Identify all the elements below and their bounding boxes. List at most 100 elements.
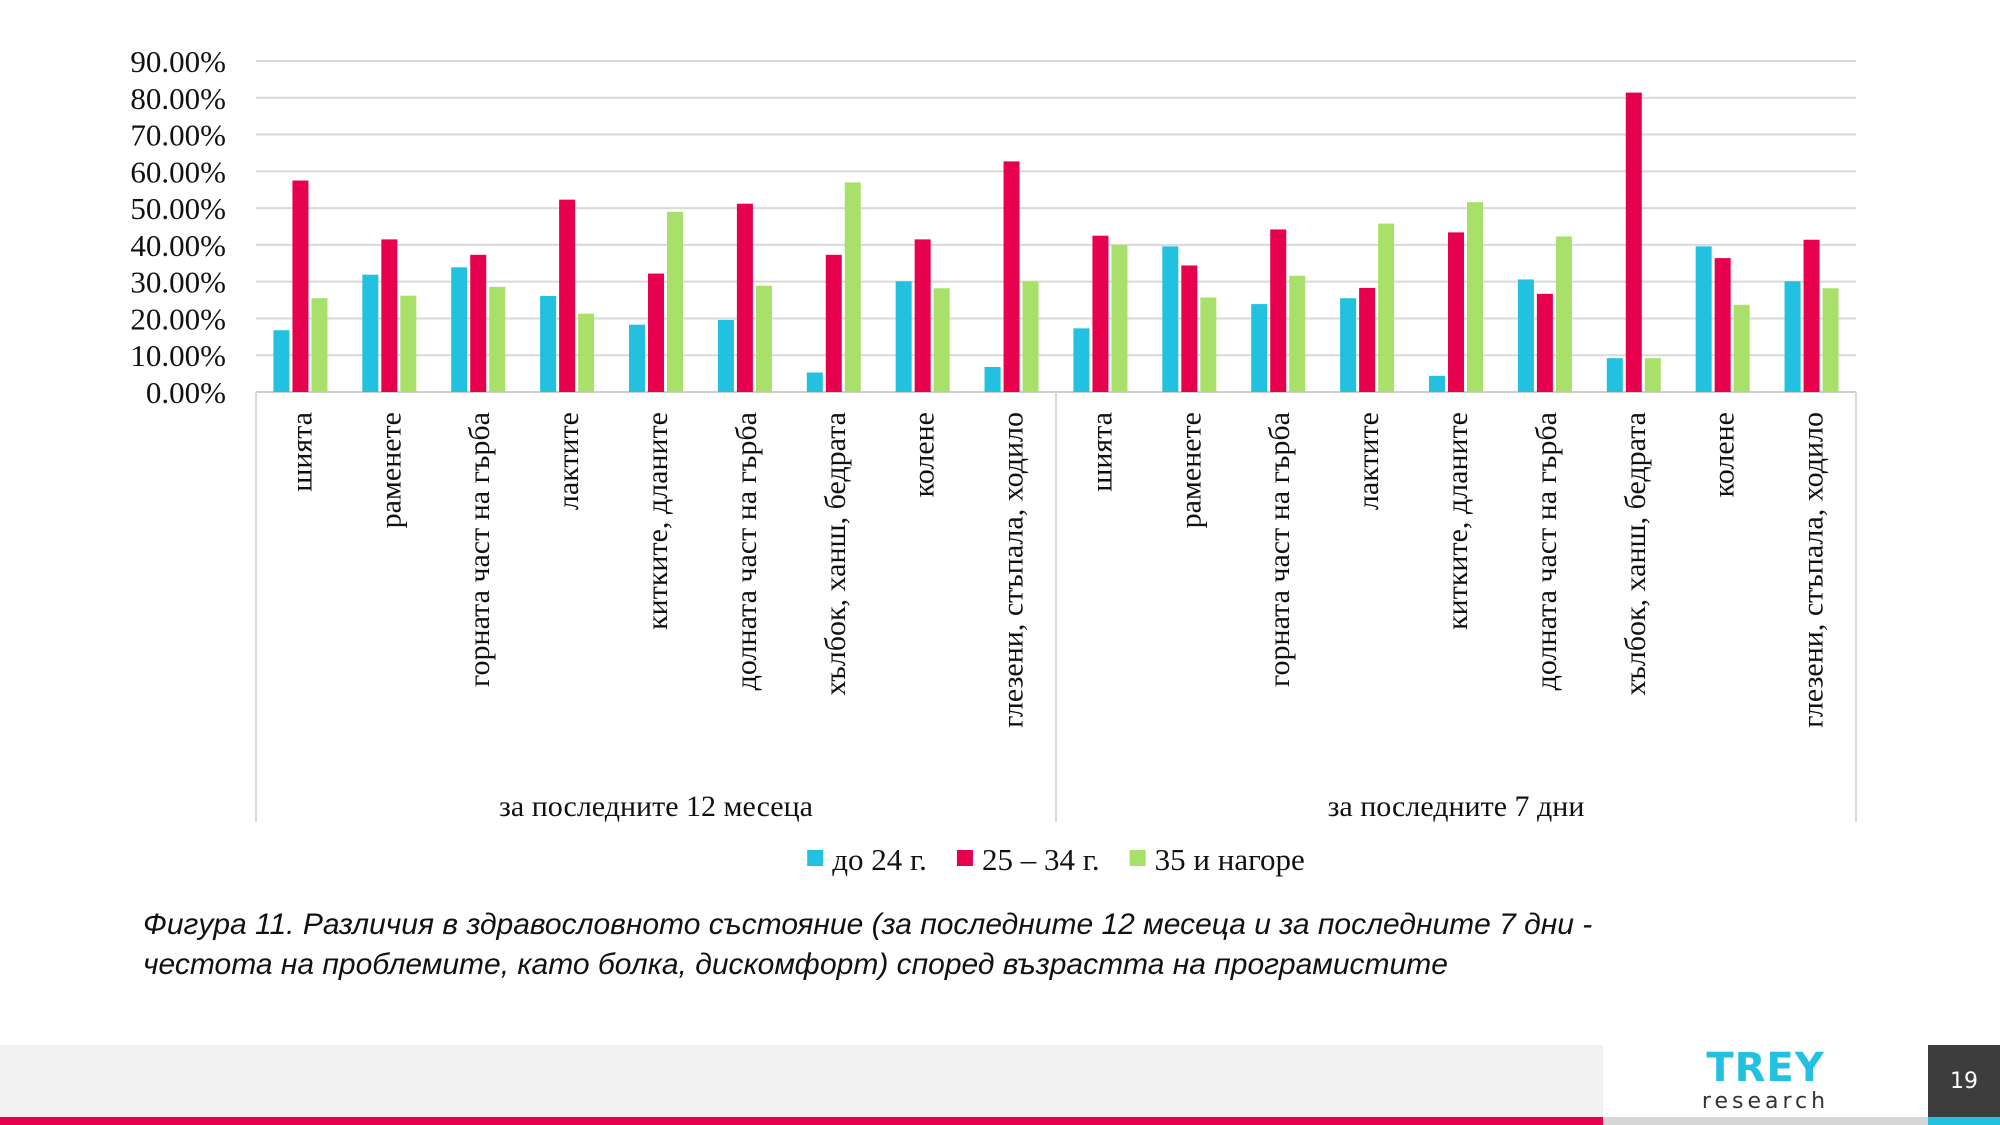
bar — [1111, 244, 1128, 392]
bar — [1251, 304, 1268, 392]
bar — [1714, 258, 1731, 392]
bar — [559, 199, 576, 392]
bar — [311, 298, 328, 392]
logo-text-research: research — [1701, 1089, 1830, 1114]
bar — [1092, 235, 1109, 392]
bar — [400, 295, 417, 392]
x-tick-label: горната част на гърба — [463, 412, 496, 687]
legend: до 24 г. 25 – 34 г. 35 и нагоре — [807, 842, 1305, 877]
bar — [1644, 358, 1661, 392]
bar — [578, 313, 595, 392]
bar — [1378, 223, 1395, 392]
y-tick-label: 0.00% — [146, 375, 226, 410]
bar — [1340, 298, 1357, 392]
x-tick-label: раменете — [1174, 412, 1207, 528]
x-tick-label: долната част на гърба — [730, 412, 763, 690]
bar — [1822, 288, 1839, 392]
x-tick-label: колене — [1708, 412, 1741, 497]
figure-caption: Фигура 11. Различия в здравословното със… — [143, 905, 1893, 985]
bar — [895, 281, 912, 392]
bar — [1695, 246, 1712, 392]
bars — [273, 92, 1839, 392]
bar — [362, 274, 379, 392]
x-tick-label: китките, дланите — [641, 412, 674, 630]
logo-underline — [1603, 1117, 1928, 1125]
bar — [806, 372, 823, 392]
bar — [844, 182, 861, 392]
y-tick-label: 80.00% — [130, 81, 226, 116]
bar — [1467, 202, 1483, 392]
page-number: 19 — [1928, 1045, 2000, 1117]
bar — [1022, 281, 1039, 392]
bar — [1784, 281, 1801, 392]
y-tick-label: 70.00% — [130, 118, 226, 153]
legend-swatch — [807, 850, 824, 866]
bar — [273, 330, 290, 392]
bar — [1162, 246, 1179, 392]
x-tick-label: лактите — [552, 412, 585, 510]
gridlines — [255, 60, 1857, 822]
footer-accent-bar — [0, 1117, 1603, 1125]
bar — [736, 203, 753, 392]
bar — [1200, 297, 1217, 392]
bar — [648, 273, 664, 392]
legend-swatch — [1129, 850, 1146, 866]
y-tick-label: 10.00% — [130, 338, 226, 373]
bar — [451, 267, 468, 392]
bar — [1625, 92, 1642, 392]
legend-label: 35 и нагоре — [1155, 842, 1305, 877]
bar — [1289, 275, 1306, 392]
bar — [1606, 358, 1623, 392]
legend-swatch — [956, 850, 973, 866]
bar — [540, 296, 557, 392]
y-tick-label: 30.00% — [130, 265, 226, 300]
bar — [381, 239, 398, 392]
bar — [1517, 279, 1534, 392]
bar — [914, 239, 931, 392]
bar — [1429, 375, 1445, 392]
x-tick-label: глезени, стъпала, ходило — [997, 412, 1030, 728]
legend-label: до 24 г. — [832, 842, 927, 877]
y-tick-label: 20.00% — [130, 301, 226, 336]
logo-text-trey: TREY — [1706, 1045, 1825, 1091]
bar — [629, 324, 645, 392]
bar — [489, 286, 506, 392]
page-number-accent — [1928, 1117, 2000, 1125]
bar — [1003, 161, 1020, 392]
bar — [933, 288, 950, 392]
bar — [1359, 287, 1376, 392]
bar — [825, 254, 842, 392]
x-tick-label: китките, дланите — [1441, 412, 1474, 630]
x-tick-label: шията — [1085, 412, 1118, 492]
y-tick-label: 40.00% — [130, 228, 226, 263]
caption-line-1: Фигура 11. Различия в здравословното със… — [143, 908, 1593, 941]
bar — [667, 211, 683, 392]
x-tick-label: горната част на гърба — [1263, 412, 1296, 687]
x-tick-label: хълбок, ханш, бедрата — [819, 412, 852, 696]
footer-band — [0, 1045, 1603, 1117]
trey-research-logo: TREY research — [1603, 1045, 1928, 1117]
x-tick-label: глезени, стъпала, ходило — [1797, 412, 1830, 728]
bar — [1448, 232, 1464, 392]
group-label: за последните 7 дни — [1328, 790, 1585, 823]
caption-line-2: честота на проблемите, като болка, диско… — [143, 948, 1448, 981]
bar — [717, 319, 734, 392]
x-tick-label: шията — [285, 412, 318, 492]
bar — [470, 254, 487, 392]
bar — [1073, 328, 1090, 392]
bar — [984, 366, 1001, 392]
y-tick-label: 50.00% — [130, 191, 226, 226]
legend-label: 25 – 34 г. — [982, 842, 1100, 877]
bar — [755, 285, 772, 392]
x-tick-label: лактите — [1352, 412, 1385, 510]
bar — [1536, 293, 1553, 392]
bar — [292, 180, 309, 392]
x-tick-label: долната част на гърба — [1530, 412, 1563, 690]
bar — [1555, 236, 1572, 392]
bar — [1803, 239, 1820, 392]
y-axis-ticks: 0.00%10.00%20.00%30.00%40.00%50.00%60.00… — [130, 44, 226, 410]
y-tick-label: 60.00% — [130, 154, 226, 189]
x-tick-label: колене — [908, 412, 941, 497]
group-label: за последните 12 месеца — [499, 790, 813, 823]
